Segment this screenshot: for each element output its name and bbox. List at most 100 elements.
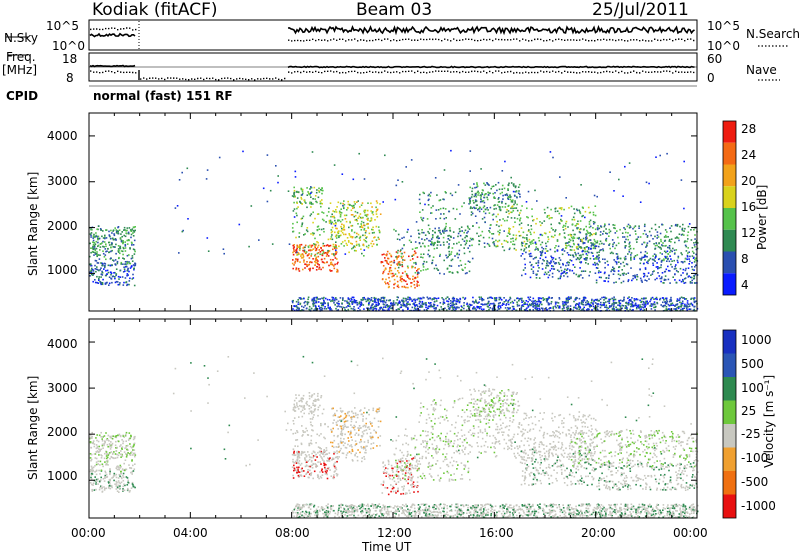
freq-trace-2 bbox=[287, 65, 695, 69]
power-panel-cell bbox=[461, 268, 463, 271]
power-panel-cell bbox=[126, 229, 128, 232]
power-panel-cell bbox=[495, 207, 497, 210]
velocity-panel-cell bbox=[311, 464, 313, 466]
power-panel-cell bbox=[421, 305, 423, 307]
power-panel-cell bbox=[108, 234, 111, 236]
power-panel-cell bbox=[550, 255, 552, 258]
power-panel-cell bbox=[578, 228, 581, 231]
power-panel-cell bbox=[597, 245, 600, 248]
velocity-panel-cell bbox=[93, 443, 96, 445]
power-panel-cell bbox=[513, 203, 515, 206]
power-panel-cell bbox=[627, 297, 629, 300]
power-panel-cell bbox=[111, 242, 113, 244]
power-panel-cell bbox=[576, 308, 578, 310]
power-panel-cell bbox=[111, 281, 113, 284]
velocity-panel-cell bbox=[91, 467, 93, 469]
power-panel-cell bbox=[576, 227, 578, 229]
power-panel-cell bbox=[408, 277, 410, 280]
velocity-panel-cell bbox=[324, 466, 326, 469]
power-panel-cell bbox=[355, 240, 358, 243]
power-panel-cell bbox=[583, 296, 585, 299]
power-panel-cell bbox=[447, 303, 449, 306]
power-panel-cell bbox=[410, 241, 412, 243]
power-panel-cell bbox=[532, 239, 535, 241]
power-panel-cell bbox=[423, 239, 426, 241]
power-panel-cell bbox=[642, 233, 645, 235]
power-panel-cell bbox=[108, 230, 110, 233]
power-panel-cell bbox=[311, 244, 313, 247]
power-panel-cell bbox=[117, 275, 120, 278]
power-panel-cell bbox=[480, 306, 482, 308]
power-panel-cell bbox=[393, 261, 396, 264]
power-panel-cell bbox=[530, 264, 532, 267]
power-panel-cell bbox=[492, 302, 495, 305]
power-panel-cell bbox=[302, 306, 305, 309]
power-panel-cell bbox=[443, 213, 445, 215]
power-panel-cell bbox=[561, 220, 563, 222]
power-panel-cell bbox=[321, 261, 324, 263]
power-panel-cell bbox=[336, 231, 339, 234]
power-panel-cell bbox=[534, 249, 536, 251]
power-panel-cell bbox=[526, 307, 528, 310]
power-panel-cell bbox=[114, 238, 117, 241]
power-panel-cell bbox=[416, 309, 419, 311]
power-panel-cell bbox=[320, 228, 323, 231]
power-panel-cell bbox=[635, 304, 637, 307]
power-panel-cell bbox=[482, 236, 485, 239]
power-panel-cell bbox=[277, 181, 279, 184]
power-panel-cell bbox=[586, 254, 589, 257]
power-panel-cell bbox=[512, 199, 514, 201]
power-panel-cell bbox=[621, 269, 623, 271]
power-panel-cell bbox=[487, 194, 490, 196]
power-panel-cell bbox=[436, 304, 439, 307]
power-panel-cell bbox=[464, 266, 466, 269]
power-panel-cell bbox=[105, 237, 108, 239]
power-panel-cell bbox=[656, 301, 658, 304]
power-panel-cell bbox=[568, 298, 571, 300]
velocity-panel-cell bbox=[130, 487, 133, 489]
power-panel-cell bbox=[505, 299, 507, 301]
power-panel-cell bbox=[442, 308, 444, 310]
power-panel-cell bbox=[437, 237, 440, 240]
power-panel-cell bbox=[682, 261, 684, 263]
power-panel-cell bbox=[527, 224, 529, 226]
power-panel-cell bbox=[631, 303, 633, 306]
power-panel-cell bbox=[602, 230, 605, 233]
power-panel-cell bbox=[643, 273, 646, 275]
power-panel-cell bbox=[90, 236, 92, 238]
power-panel-cell bbox=[569, 239, 572, 242]
power-panel-cell bbox=[669, 251, 671, 253]
velocity-panel-cell bbox=[298, 416, 300, 418]
power-panel-cell bbox=[577, 223, 580, 225]
power-panel-cell bbox=[526, 238, 528, 241]
velocity-panel-cell bbox=[298, 451, 300, 453]
power-panel-cell bbox=[433, 298, 435, 300]
power-panel-cell bbox=[318, 189, 320, 192]
power-panel-cell bbox=[315, 191, 318, 194]
power-panel-cell bbox=[420, 297, 423, 300]
power-panel-cell bbox=[669, 304, 672, 307]
velocity-panel-cell bbox=[125, 456, 128, 458]
velocity-panel-cell bbox=[92, 466, 95, 469]
power-panel-cell bbox=[670, 249, 672, 252]
power-panel-cell bbox=[474, 194, 477, 197]
power-panel-cell bbox=[416, 256, 419, 258]
power-panel-cell bbox=[124, 261, 127, 263]
power-panel-cell bbox=[315, 256, 318, 259]
power-panel-cell bbox=[585, 259, 588, 261]
power-panel-cell bbox=[379, 307, 381, 309]
power-panel-cell bbox=[622, 195, 624, 197]
velocity-panel-cell bbox=[130, 436, 132, 439]
power-panel-cell bbox=[640, 279, 643, 282]
power-panel-cell bbox=[589, 271, 591, 273]
power-panel-cell bbox=[396, 264, 399, 266]
power-panel-cell bbox=[345, 242, 348, 245]
velocity-panel-cell bbox=[127, 489, 129, 491]
power-panel-cell bbox=[575, 224, 577, 227]
power-panel-cell bbox=[331, 296, 333, 299]
power-panel-cell bbox=[363, 209, 366, 212]
power-panel-cell bbox=[96, 269, 99, 271]
power-panel-cell bbox=[693, 298, 695, 301]
power-panel-cell bbox=[340, 306, 343, 308]
power-panel-cell bbox=[669, 255, 671, 257]
